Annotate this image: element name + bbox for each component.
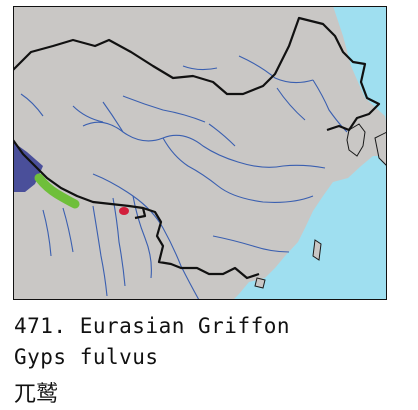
hainan-land (254, 277, 266, 289)
japan-land (374, 131, 387, 167)
map-border (13, 6, 387, 300)
vagrant-record-marker (119, 207, 129, 215)
plate-number: 471. (14, 314, 67, 338)
scientific-name: Gyps fulvus (14, 345, 159, 369)
chinese-name: 兀鹫 (14, 382, 59, 407)
border-lines (13, 16, 381, 280)
common-name: Eurasian Griffon (79, 314, 291, 338)
resident-range-area (34, 173, 80, 209)
taiwan-land (312, 239, 322, 261)
korea-land (346, 123, 366, 157)
range-map (13, 6, 387, 300)
land-area (13, 6, 387, 300)
species-number-and-name: 471. Eurasian Griffon (14, 314, 290, 338)
